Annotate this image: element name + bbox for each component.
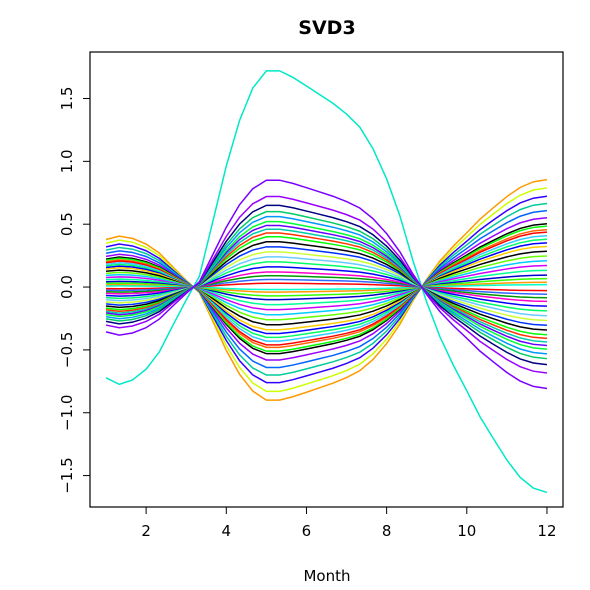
chart-title: SVD3	[298, 17, 355, 39]
series-line-24	[106, 283, 547, 291]
series-line-43	[105, 195, 548, 374]
x-tick-label: 4	[222, 522, 232, 540]
y-tick-label: −1.5	[58, 457, 76, 493]
series-line-2	[105, 178, 548, 401]
x-axis-label: Month	[303, 567, 350, 585]
series-line-44	[105, 179, 548, 390]
y-axis: −1.5 −1.0 −0.5 0.0 0.5 1.0 1.5	[58, 87, 90, 494]
series-line-42	[105, 204, 548, 366]
x-tick-label: 10	[457, 522, 476, 540]
series-line-6	[105, 209, 548, 369]
y-tick-label: −1.0	[58, 395, 76, 431]
y-tick-label: 0.0	[58, 275, 76, 299]
series-line-1	[105, 70, 548, 494]
series-layer	[105, 70, 548, 494]
y-tick-label: 0.5	[58, 212, 76, 236]
x-axis: 2 4 6 8 10 12	[141, 506, 557, 540]
x-tick-label: 12	[537, 522, 556, 540]
x-tick-label: 6	[302, 522, 312, 540]
y-tick-label: 1.0	[58, 149, 76, 173]
x-tick-label: 2	[141, 522, 151, 540]
y-tick-label: 1.5	[58, 87, 76, 111]
y-tick-label: −0.5	[58, 332, 76, 368]
x-tick-label: 8	[382, 522, 392, 540]
series-line-3	[105, 187, 548, 393]
